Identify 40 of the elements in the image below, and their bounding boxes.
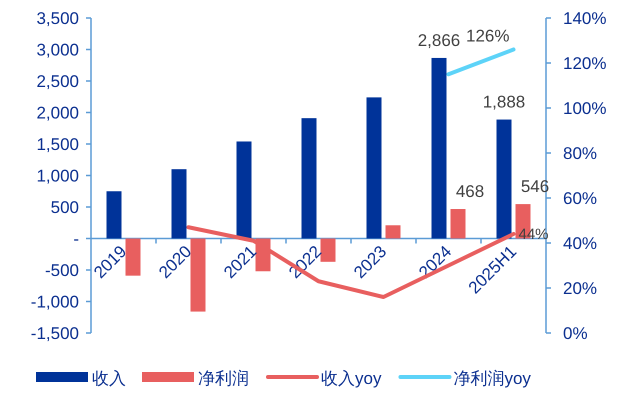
- y-tick-label: 2,000: [36, 104, 79, 122]
- y-tick-label: -1,500: [30, 324, 79, 343]
- legend-label: 收入yoy: [321, 369, 382, 388]
- y2-tick-label: 40%: [563, 234, 598, 253]
- y2-tick-label: 100%: [563, 99, 606, 118]
- bar: [106, 191, 122, 238]
- bar: [366, 97, 382, 238]
- y2-tick-label: 60%: [563, 189, 598, 208]
- y-tick-label: 1,500: [36, 135, 79, 154]
- bar: [302, 118, 316, 238]
- y2-tick-label: 20%: [563, 279, 598, 298]
- y-tick-label: 1,000: [36, 166, 79, 186]
- bar: [496, 120, 512, 238]
- data-label: 2,866: [418, 30, 460, 50]
- y2-tick-label: 80%: [563, 144, 598, 163]
- legend-label: 净利润: [198, 369, 249, 388]
- bar: [386, 225, 400, 238]
- legend-label: 净利润yoy: [453, 369, 532, 388]
- bar: [432, 58, 446, 238]
- bar: [172, 169, 186, 238]
- data-label: 1,888: [482, 92, 526, 112]
- bar: [450, 209, 466, 238]
- y2-tick-label: 120%: [563, 54, 606, 73]
- bar: [190, 238, 206, 312]
- y2-tick-label: 0%: [563, 324, 588, 343]
- y-tick-label: 500: [50, 198, 79, 217]
- data-label: 44%: [518, 226, 549, 243]
- y-tick-label: -: [73, 230, 79, 248]
- y-tick-label: -500: [44, 261, 79, 280]
- y-tick-label: 2,500: [36, 72, 79, 91]
- y-tick-label: 3,000: [36, 40, 79, 60]
- y2-tick-label: 140%: [563, 9, 606, 28]
- y-tick-label: 3,500: [36, 9, 79, 28]
- y-tick-label: -1,000: [30, 292, 79, 312]
- data-label: 126%: [466, 26, 510, 46]
- bar: [320, 238, 336, 262]
- data-label: 468: [456, 182, 484, 202]
- bar: [236, 141, 252, 238]
- legend-label: 收入: [92, 369, 126, 388]
- bar: [126, 238, 140, 276]
